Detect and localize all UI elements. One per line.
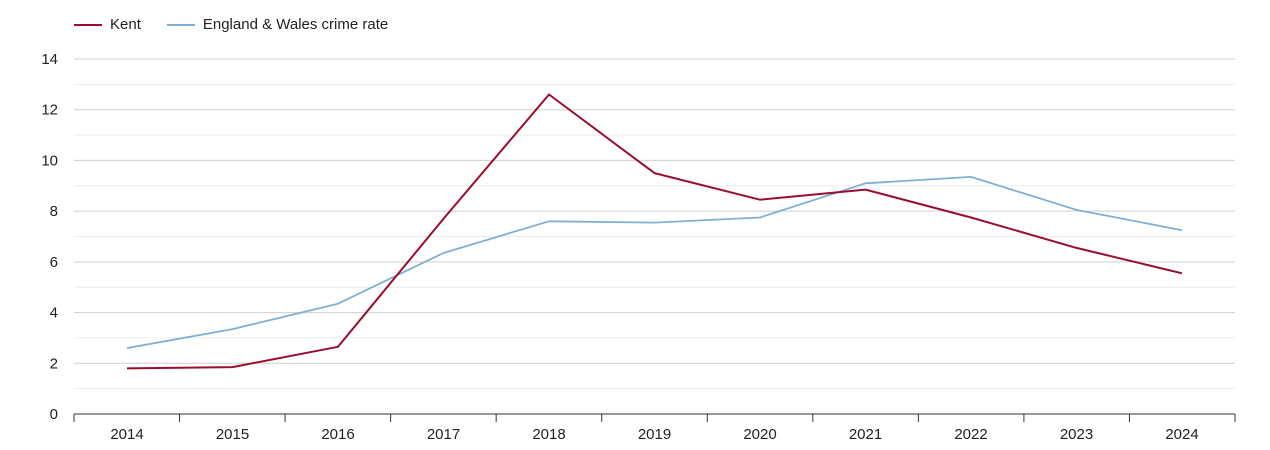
x-tick-label: 2019 — [638, 426, 671, 443]
series-lines — [126, 93, 1183, 370]
y-tick-label: 12 — [41, 102, 58, 119]
y-tick-label: 2 — [50, 355, 58, 372]
legend: Kent England & Wales crime rate — [74, 16, 414, 33]
series-line-kent — [126, 93, 1183, 370]
x-tick-label: 2022 — [954, 426, 987, 443]
x-tick-label: 2015 — [216, 426, 249, 443]
x-tick-label: 2024 — [1165, 426, 1198, 443]
x-tick-label: 2016 — [321, 426, 354, 443]
x-axis-ticks: 2014 2015 2016 2017 2018 2019 2020 2021 2022 2023… — [73, 414, 1236, 443]
y-tick-label: 4 — [50, 305, 58, 322]
y-axis-ticks: 0 2 4 6 8 10 12 14 — [41, 51, 58, 423]
y-tick-label: 10 — [41, 152, 58, 169]
y-tick-label: 14 — [41, 51, 58, 68]
legend-label-kent: Kent — [110, 16, 141, 33]
legend-swatch-england-wales — [166, 23, 195, 26]
x-tick-label: 2018 — [532, 426, 565, 443]
series-line-england-wales — [126, 175, 1183, 349]
x-tick-label: 2014 — [110, 426, 143, 443]
legend-swatch-kent — [74, 23, 102, 26]
x-tick-label: 2020 — [743, 426, 776, 443]
legend-item-kent: Kent — [74, 16, 141, 33]
x-tick-label: 2017 — [427, 426, 460, 443]
legend-label-england-wales: England & Wales crime rate — [202, 16, 389, 33]
x-tick-label: 2023 — [1060, 426, 1093, 443]
y-tick-label: 8 — [50, 203, 58, 220]
gridlines — [74, 58, 1235, 415]
x-tick-label: 2021 — [849, 426, 882, 443]
legend-item-england-wales: England & Wales crime rate — [166, 16, 389, 33]
y-tick-label: 6 — [50, 254, 58, 271]
y-tick-label: 0 — [50, 406, 58, 423]
